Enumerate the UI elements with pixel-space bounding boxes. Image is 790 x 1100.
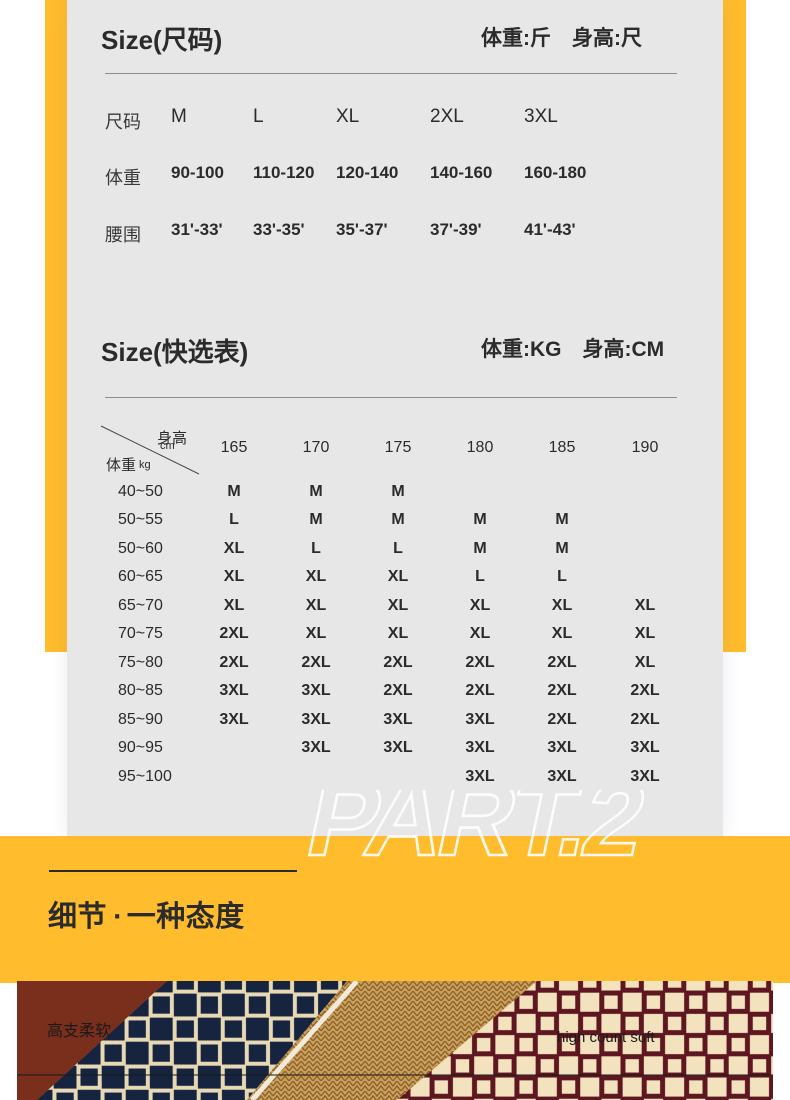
svg-text:PART.2: PART.2 (298, 790, 653, 878)
